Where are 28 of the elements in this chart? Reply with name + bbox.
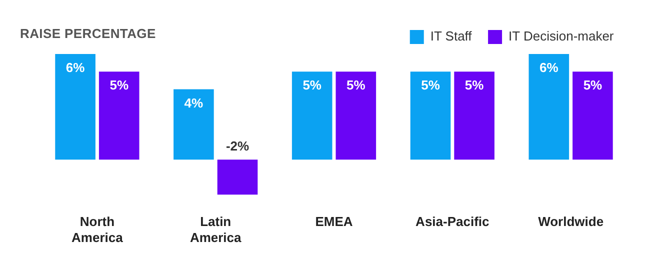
x-tick-label: Asia-Pacific — [416, 214, 490, 230]
data-label: 5% — [302, 78, 322, 93]
x-tick-label: North America — [72, 214, 124, 245]
data-label: 5% — [110, 78, 129, 93]
data-label: 6% — [540, 60, 559, 76]
bar — [174, 89, 214, 160]
data-label: 5% — [346, 78, 366, 93]
bar — [98, 72, 140, 160]
data-label: 5% — [583, 78, 603, 93]
bar — [410, 72, 451, 160]
bar — [336, 72, 376, 160]
bar — [217, 160, 258, 195]
legend-label: IT Decision-maker — [508, 28, 614, 44]
chart-title: RAISE PERCENTAGE — [20, 26, 156, 41]
x-tick-label: EMEA — [315, 214, 354, 230]
x-tick-label: Latin America — [190, 214, 242, 245]
bar — [572, 72, 613, 160]
data-label: -2% — [226, 138, 250, 154]
data-label: 6% — [66, 60, 86, 76]
legend-label: IT Staff — [430, 28, 472, 44]
data-label: 5% — [464, 78, 484, 93]
bar — [55, 54, 96, 160]
bar — [528, 54, 570, 160]
bar — [454, 72, 494, 160]
bar — [292, 72, 332, 160]
x-tick-label: Worldwide — [538, 214, 604, 230]
data-label: 5% — [421, 78, 440, 93]
data-label: 4% — [184, 95, 204, 110]
